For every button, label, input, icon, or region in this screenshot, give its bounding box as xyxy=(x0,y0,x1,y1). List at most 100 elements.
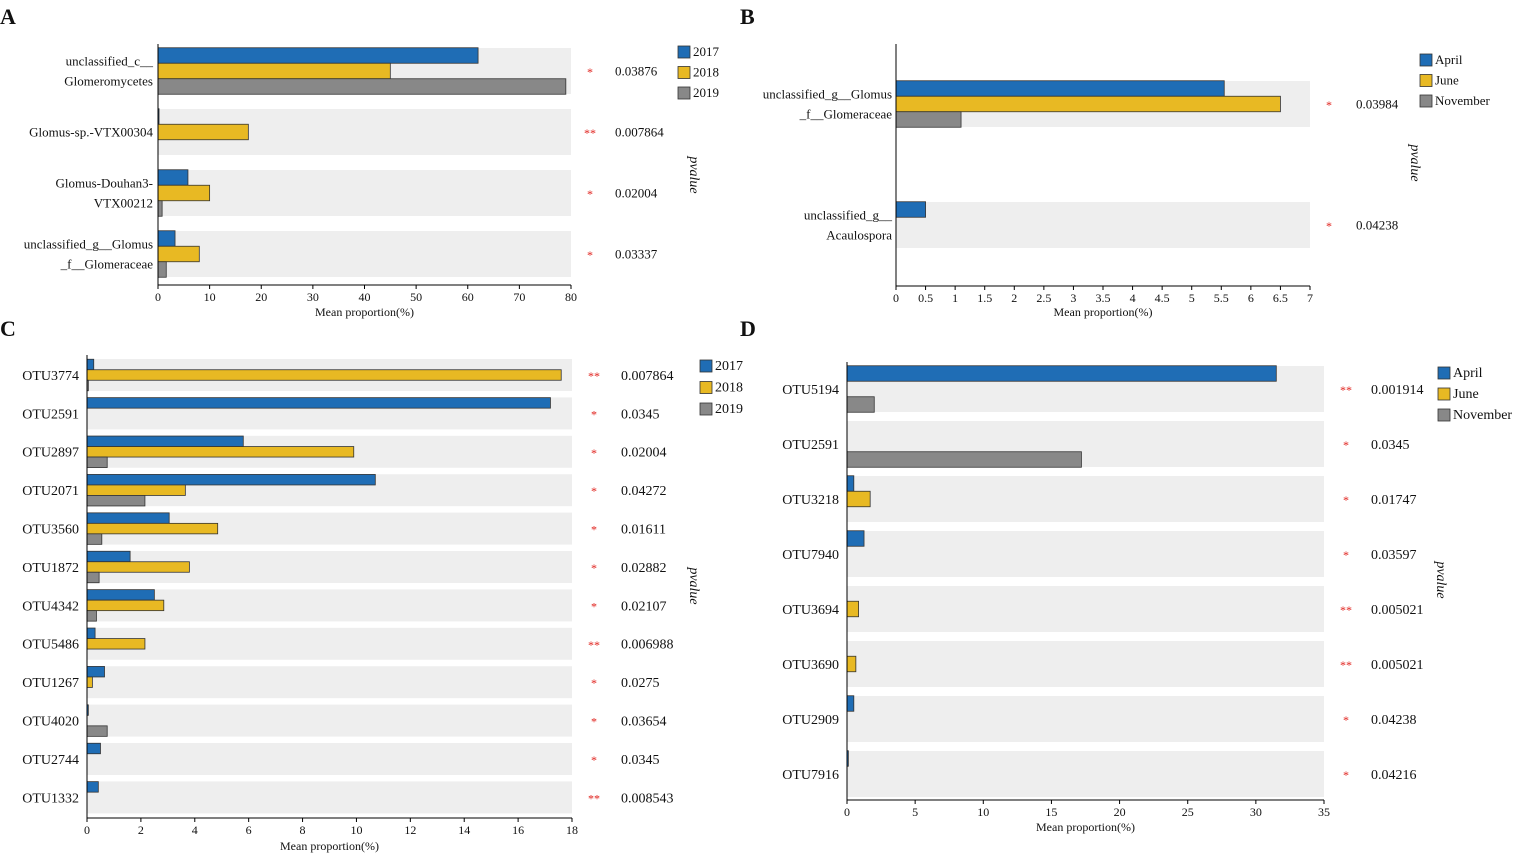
category-label: unclassified_g__Glomus xyxy=(763,87,892,102)
category-label: OTU3560 xyxy=(22,523,79,538)
x-tick-label: 30 xyxy=(1250,805,1262,819)
bar-november xyxy=(895,111,962,128)
bar-2019 xyxy=(157,78,567,95)
p-value: 0.03337 xyxy=(615,247,658,262)
significance-stars: * xyxy=(591,676,597,690)
bar-2017 xyxy=(86,781,99,793)
p-value: 0.006988 xyxy=(621,638,674,653)
x-tick-label: 1.5 xyxy=(977,291,992,305)
row-band xyxy=(847,531,1324,577)
category-row: unclassified_c__ Glomeromycetes * 0.03876 xyxy=(64,47,658,95)
category-row: unclassified_g__Glomus _f__Glomeraceae * 0.… xyxy=(763,80,1399,128)
significance-stars: ** xyxy=(1340,603,1352,617)
category-label: OTU3690 xyxy=(782,658,839,673)
bar-2019 xyxy=(157,261,167,278)
p-value: 0.0275 xyxy=(621,676,660,691)
bar-june xyxy=(846,490,871,508)
category-label: _f__Glomeraceae xyxy=(799,107,893,122)
category-row: OTU2744 * 0.0345 xyxy=(22,742,660,775)
category-label: Glomeromycetes xyxy=(64,74,153,89)
x-tick-label: 5 xyxy=(912,805,918,819)
bar-2017 xyxy=(86,550,131,563)
significance-stars: * xyxy=(1343,768,1349,782)
bar-2017 xyxy=(157,47,479,64)
x-tick-label: 30 xyxy=(307,290,319,304)
significance-stars: * xyxy=(587,65,593,79)
legend-swatch xyxy=(1419,53,1433,67)
significance-stars: * xyxy=(591,753,597,767)
bar-2018 xyxy=(86,676,93,688)
legend-swatch xyxy=(699,381,713,394)
panel-letter: B xyxy=(740,4,755,29)
x-tick-label: 2.5 xyxy=(1036,291,1051,305)
category-label: OTU7916 xyxy=(782,768,839,783)
x-tick-label: 2 xyxy=(138,823,144,837)
category-row: unclassified_g__ Acaulospora * 0.04238 xyxy=(804,201,1398,248)
bar-2017 xyxy=(86,397,551,409)
category-label: OTU2591 xyxy=(782,438,839,453)
p-value: 0.005021 xyxy=(1371,603,1424,618)
row-band xyxy=(158,170,571,216)
bar-november xyxy=(846,396,875,413)
bar-2019 xyxy=(86,725,108,737)
p-value: 0.001914 xyxy=(1371,383,1424,398)
category-row: unclassified_g__Glomus _f__Glomeraceae * 0.… xyxy=(24,230,658,278)
x-tick-label: 0 xyxy=(844,805,850,819)
bar-2018 xyxy=(86,446,355,458)
category-row: OTU3690 ** 0.005021 xyxy=(782,641,1424,687)
row-band xyxy=(847,586,1324,632)
category-label: OTU3694 xyxy=(782,603,839,618)
x-tick-label: 0 xyxy=(84,823,90,837)
legend-swatch xyxy=(1437,408,1451,422)
x-tick-label: 6 xyxy=(1248,291,1254,305)
x-tick-label: 12 xyxy=(404,823,416,837)
category-label: Glomus-sp.-VTX00304 xyxy=(29,125,153,140)
x-tick-label: 6 xyxy=(246,823,252,837)
bar-june xyxy=(895,95,1281,113)
significance-stars: * xyxy=(1326,219,1332,233)
category-label: OTU1332 xyxy=(22,791,79,806)
legend-label: November xyxy=(1453,408,1512,423)
bar-2017 xyxy=(157,230,176,247)
x-tick-label: 10 xyxy=(350,823,362,837)
category-label: unclassified_c__ xyxy=(66,54,154,69)
significance-stars: * xyxy=(1326,98,1332,112)
category-label: OTU7940 xyxy=(782,548,839,563)
legend-swatch xyxy=(1437,366,1451,380)
bar-2019 xyxy=(86,571,100,584)
category-row: OTU4342 * 0.02107 xyxy=(22,589,667,622)
bar-2018 xyxy=(86,638,146,650)
significance-stars: * xyxy=(591,561,597,575)
row-band xyxy=(87,627,572,660)
p-value: 0.005021 xyxy=(1371,658,1424,673)
pvalue-axis-label: pvalue xyxy=(686,566,701,604)
category-row: OTU3218 * 0.01747 xyxy=(782,475,1417,522)
x-tick-label: 0 xyxy=(155,290,161,304)
significance-stars: * xyxy=(1343,548,1349,562)
category-label: unclassified_g__Glomus xyxy=(24,237,153,252)
x-tick-label: 5 xyxy=(1189,291,1195,305)
p-value: 0.03984 xyxy=(1356,97,1399,112)
p-value: 0.007864 xyxy=(621,369,674,384)
x-tick-label: 25 xyxy=(1182,805,1194,819)
x-tick-label: 50 xyxy=(410,290,422,304)
category-row: OTU7940 * 0.03597 xyxy=(782,530,1417,577)
category-row: OTU4020 * 0.03654 xyxy=(22,704,667,737)
legend-label: June xyxy=(1453,387,1479,402)
bar-2017 xyxy=(86,474,376,486)
significance-stars: * xyxy=(591,484,597,498)
legend-swatch xyxy=(1419,94,1433,108)
row-band xyxy=(847,751,1324,797)
legend-swatch xyxy=(677,66,691,79)
p-value: 0.007864 xyxy=(615,125,664,140)
row-band xyxy=(896,202,1310,248)
x-axis-label: Mean proportion(%) xyxy=(315,305,414,319)
significance-stars: * xyxy=(591,599,597,613)
significance-stars: ** xyxy=(588,638,600,652)
pvalue-axis-label: pvalue xyxy=(686,155,701,193)
category-row: OTU5194 ** 0.001914 xyxy=(782,365,1424,413)
bar-2017 xyxy=(86,742,101,755)
